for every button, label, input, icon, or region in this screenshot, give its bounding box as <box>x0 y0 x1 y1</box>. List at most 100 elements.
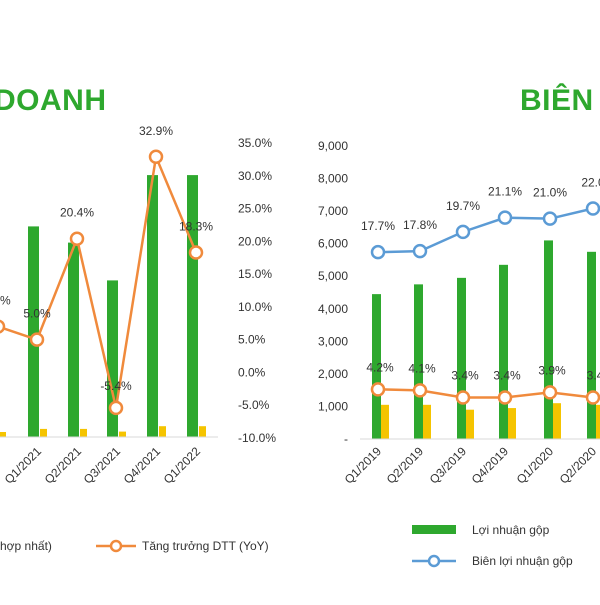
tick-right-yaxis-6: 3,000 <box>318 334 348 348</box>
tick-left-yaxis-7: 0.0% <box>238 365 266 379</box>
label-right-gross-margin-2: 19.7% <box>446 199 480 213</box>
legend-right-line-marker <box>427 554 441 568</box>
label-right-orange-3: 3.4% <box>493 368 521 382</box>
tick-right-yaxis-0: 9,000 <box>318 139 348 153</box>
bar-left-yellow-0 <box>40 428 47 437</box>
tick-left-yaxis-1: 30.0% <box>238 169 272 183</box>
point-right-gross-margin-1 <box>412 243 428 259</box>
point-right-orange-2 <box>455 390 471 405</box>
label-right-orange-2: 3.4% <box>451 368 479 382</box>
point-left-growth-1 <box>29 332 45 347</box>
point-left-growth-5 <box>188 245 204 260</box>
label-right-orange-4: 3.9% <box>538 363 566 377</box>
right-chart-title: BIÊN L <box>520 84 600 117</box>
label-right-gross-margin-0: 17.7% <box>361 219 395 233</box>
point-right-gross-margin-4 <box>542 211 558 226</box>
bar-right-yellow-3 <box>508 408 516 439</box>
bar-right-yellow-0 <box>381 404 389 439</box>
tick-right-yaxis-1: 8,000 <box>318 172 348 186</box>
xtick-right-3: Q4/2019 <box>469 444 512 487</box>
xtick-left-1: Q2/2021 <box>42 444 85 487</box>
tick-left-yaxis-0: 35.0% <box>238 136 272 150</box>
line-right-orange <box>377 388 594 399</box>
bar-left-yellow-1 <box>80 428 87 437</box>
legend-right-line-label: Biên lợi nhuận gộp <box>472 554 573 568</box>
bar-right-green-2 <box>457 277 466 439</box>
legend-left-line-label: Tăng trưởng DTT (YoY) <box>142 539 269 553</box>
tick-right-yaxis-3: 6,000 <box>318 237 348 251</box>
legend-left-line-marker <box>109 539 123 553</box>
bar-left-green-3 <box>147 175 158 437</box>
xtick-right-4: Q1/2020 <box>514 444 557 487</box>
legend-right-bar-label: Lợi nhuận gộp <box>472 523 550 537</box>
point-right-orange-1 <box>412 383 428 398</box>
point-right-gross-margin-3 <box>497 210 513 225</box>
label-right-gross-margin-4: 21.0% <box>533 186 567 200</box>
point-right-orange-0 <box>370 382 386 397</box>
bar-left-green-2 <box>107 280 118 437</box>
legend-right-bar-swatch <box>412 525 456 534</box>
xtick-left-3: Q4/2021 <box>121 444 164 487</box>
point-left-growth-3 <box>108 400 124 416</box>
tick-left-yaxis-2: 25.0% <box>238 202 272 216</box>
tick-right-yaxis-4: 5,000 <box>318 269 348 283</box>
label-left-growth-0: 5.0% <box>23 307 51 321</box>
label-right-orange-5: 3.4 <box>587 368 600 382</box>
tick-left-yaxis-8: -5.0% <box>238 398 270 412</box>
tick-right-yaxis-9: - <box>344 432 348 446</box>
point-right-gross-margin-2 <box>455 224 471 240</box>
xtick-left-2: Q3/2021 <box>81 444 124 487</box>
xtick-right-2: Q3/2019 <box>427 444 470 487</box>
bar-left-yellow-3 <box>159 426 166 437</box>
tick-right-yaxis-5: 4,000 <box>318 302 348 316</box>
bar-left-yellow-partial <box>0 432 6 437</box>
bar-left-green-1 <box>68 242 79 437</box>
point-left-growth-4 <box>148 149 164 165</box>
bar-left-green-0 <box>28 226 39 437</box>
bar-left-yellow-2 <box>119 431 126 437</box>
point-right-orange-3 <box>497 390 513 405</box>
bar-right-green-4 <box>544 240 553 439</box>
legend-left-bar-label: hợp nhất) <box>0 539 52 553</box>
left-chart-title: DOANH <box>0 84 107 117</box>
label-left-growth-2: -5.4% <box>100 379 132 393</box>
bar-left-yellow-4 <box>199 426 206 437</box>
bar-right-green-3 <box>499 264 508 439</box>
tick-left-yaxis-5: 10.0% <box>238 300 272 314</box>
bar-left-green-4 <box>187 175 198 437</box>
tick-right-yaxis-2: 7,000 <box>318 204 348 218</box>
xtick-right-0: Q1/2019 <box>342 444 385 487</box>
tick-right-yaxis-8: 1,000 <box>318 399 348 413</box>
tick-left-yaxis-6: 5.0% <box>238 333 266 347</box>
label-right-gross-margin-5: 22.0 <box>581 176 600 190</box>
point-left-growth-2 <box>69 231 85 246</box>
bar-right-yellow-5 <box>596 404 600 439</box>
point-right-orange-4 <box>542 385 558 400</box>
xtick-left-0: Q1/2021 <box>2 444 45 487</box>
label-left-growth-3: 32.9% <box>139 124 173 138</box>
tick-right-yaxis-7: 2,000 <box>318 367 348 381</box>
label-right-gross-margin-1: 17.8% <box>403 218 437 232</box>
xtick-right-1: Q2/2019 <box>384 444 427 487</box>
bar-right-green-1 <box>414 284 423 439</box>
tick-left-yaxis-9: -10.0% <box>238 431 276 445</box>
bar-right-yellow-2 <box>466 409 474 439</box>
label-left-growth-1: 20.4% <box>60 206 94 220</box>
point-right-gross-margin-0 <box>370 244 386 260</box>
bar-right-yellow-4 <box>553 403 561 439</box>
point-right-orange-5 <box>585 390 600 405</box>
point-right-gross-margin-5 <box>585 201 600 216</box>
bar-right-yellow-1 <box>423 404 431 439</box>
label-right-orange-0: 4.2% <box>366 360 394 374</box>
xtick-right-5: Q2/2020 <box>557 444 600 487</box>
label-right-gross-margin-3: 21.1% <box>488 185 522 199</box>
xtick-left-4: Q1/2022 <box>161 444 204 487</box>
bar-right-green-5 <box>587 251 596 439</box>
label-left-growth-partial: % <box>0 294 11 308</box>
tick-left-yaxis-3: 20.0% <box>238 234 272 248</box>
point-left-growth-0 <box>0 319 6 334</box>
tick-left-yaxis-4: 15.0% <box>238 267 272 281</box>
label-left-growth-4: 18.3% <box>179 219 213 233</box>
